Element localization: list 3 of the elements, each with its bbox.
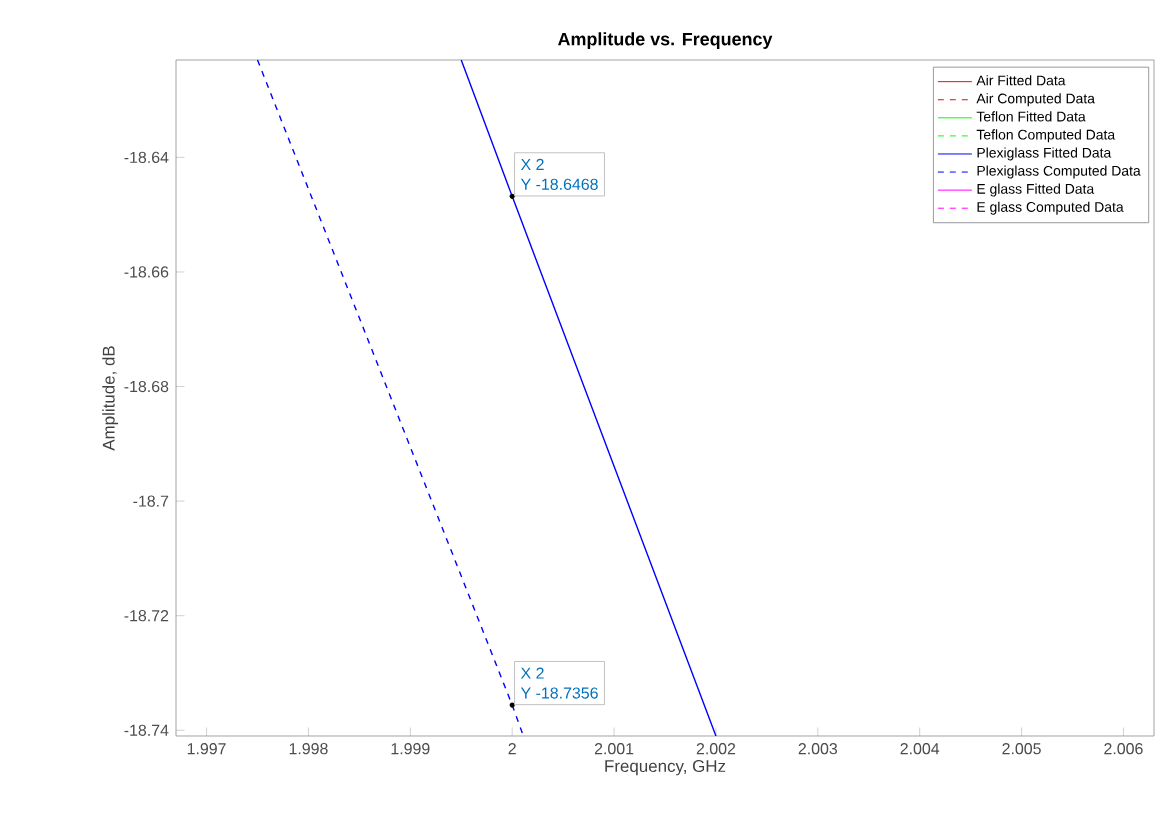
- y-axis-title: Amplitude, dB: [102, 346, 119, 451]
- x-axis-title: Frequency, GHz: [605, 760, 726, 776]
- chart-title: Amplitude vs. Frequency: [557, 32, 773, 49]
